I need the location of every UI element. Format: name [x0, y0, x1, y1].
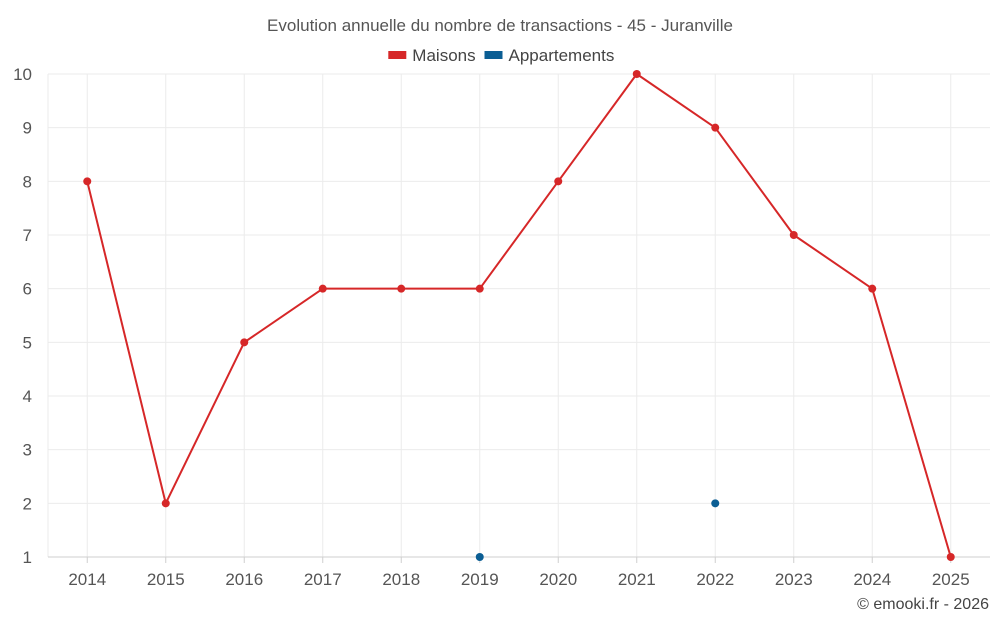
point-maisons-2024 — [868, 284, 877, 293]
x-tick-label-2014: 2014 — [68, 570, 106, 589]
chart-title: Evolution annuelle du nombre de transact… — [267, 16, 733, 35]
legend-swatch-maisons — [388, 51, 407, 59]
point-maisons-2016 — [240, 338, 249, 347]
point-appartements-2022 — [711, 499, 720, 508]
point-maisons-2015 — [161, 499, 170, 508]
point-maisons-2021 — [632, 70, 641, 78]
point-maisons-2023 — [789, 231, 798, 239]
series-line-maisons — [86, 73, 952, 558]
x-tick-label-2022: 2022 — [696, 570, 734, 589]
x-tick-label-2016: 2016 — [225, 570, 263, 589]
point-appartements-2019 — [475, 553, 484, 561]
credit: © emooki.fr - 2026 — [857, 596, 989, 613]
y-tick-label-9: 9 — [23, 119, 32, 138]
y-tick-label-7: 7 — [23, 226, 32, 245]
point-maisons-2019 — [475, 284, 484, 293]
y-tick-label-10: 10 — [13, 65, 32, 84]
point-maisons-2018 — [397, 284, 406, 293]
legend: Maisons Appartements — [388, 46, 614, 65]
y-tick-label-1: 1 — [23, 548, 32, 567]
series-layer — [83, 70, 955, 561]
point-maisons-2025 — [946, 553, 955, 561]
legend-label-maisons: Maisons — [412, 46, 475, 65]
x-tick-label-2024: 2024 — [853, 570, 891, 589]
y-tick-label-8: 8 — [23, 172, 32, 191]
point-maisons-2022 — [711, 123, 720, 132]
y-tick-label-2: 2 — [23, 494, 32, 513]
point-maisons-2020 — [554, 177, 563, 186]
series-appartements — [475, 499, 720, 561]
x-tick-label-2017: 2017 — [304, 570, 342, 589]
grid — [47, 73, 990, 558]
x-tick-label-2023: 2023 — [775, 570, 813, 589]
y-tick-label-5: 5 — [23, 333, 32, 352]
legend-swatch-appartements — [484, 51, 503, 59]
x-tick-label-2019: 2019 — [461, 570, 499, 589]
legend-label-appartements: Appartements — [509, 46, 615, 65]
series-maisons — [83, 70, 955, 561]
y-tick-label-3: 3 — [23, 441, 32, 460]
x-tick-label-2015: 2015 — [147, 570, 185, 589]
x-tick-label-2025: 2025 — [932, 570, 970, 589]
point-maisons-2017 — [318, 284, 327, 293]
x-tick-label-2020: 2020 — [539, 570, 577, 589]
point-maisons-2014 — [83, 177, 92, 186]
x-tick-label-2021: 2021 — [618, 570, 656, 589]
y-tick-label-4: 4 — [23, 387, 32, 406]
x-axis: 2014 2015 2016 2017 2018 2019 2020 2021 2022 2023… — [68, 557, 970, 589]
y-axis: 1 2 3 4 5 6 7 8 9 10 — [13, 65, 32, 567]
y-tick-label-6: 6 — [23, 280, 32, 299]
x-tick-label-2018: 2018 — [382, 570, 420, 589]
